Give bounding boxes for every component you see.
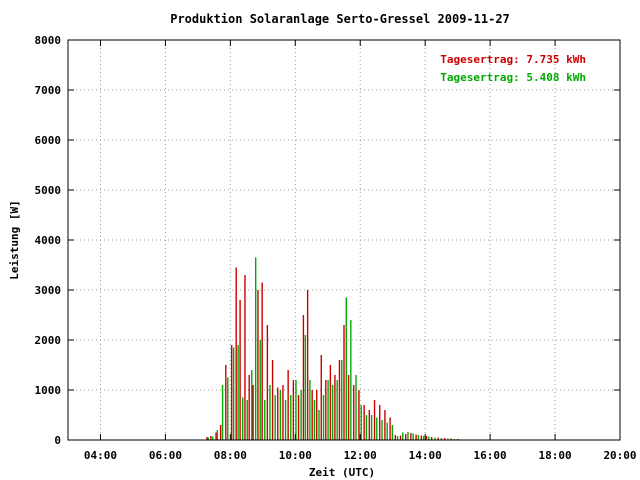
y-tick-label: 5000 xyxy=(35,184,62,197)
x-tick-label: 18:00 xyxy=(538,449,571,462)
x-tick-label: 14:00 xyxy=(409,449,442,462)
x-axis-label: Zeit (UTC) xyxy=(309,466,375,479)
green-series-bars xyxy=(207,257,456,440)
y-tick-label: 7000 xyxy=(35,84,62,97)
x-tick-label: 16:00 xyxy=(474,449,507,462)
y-tick-label: 8000 xyxy=(35,34,62,47)
x-tick-label: 12:00 xyxy=(344,449,377,462)
x-tick-labels: 04:00 06:00 08:00 10:00 12:00 14:00 16:00 18:00… xyxy=(84,449,637,462)
y-tick-label: 0 xyxy=(54,434,61,447)
y-axis-label: Leistung [W] xyxy=(8,200,21,279)
legend-green-series: Tagesertrag: 5.408 kWh xyxy=(440,71,586,84)
y-tick-label: 3000 xyxy=(35,284,62,297)
chart-title: Produktion Solaranlage Serto-Gressel 200… xyxy=(170,12,510,26)
x-tick-label: 10:00 xyxy=(279,449,312,462)
red-series-bars xyxy=(206,267,459,440)
x-tick-label: 20:00 xyxy=(603,449,636,462)
y-tick-label: 4000 xyxy=(35,234,62,247)
y-tick-label: 6000 xyxy=(35,134,62,147)
y-tick-label: 2000 xyxy=(35,334,62,347)
legend-red-series: Tagesertrag: 7.735 kWh xyxy=(440,53,586,66)
y-tick-labels: 0 1000 2000 3000 4000 5000 6000 7000 8000 xyxy=(35,34,62,447)
axis-ticks xyxy=(68,39,621,441)
y-tick-label: 1000 xyxy=(35,384,62,397)
x-tick-label: 08:00 xyxy=(214,449,247,462)
x-tick-label: 04:00 xyxy=(84,449,117,462)
x-tick-label: 06:00 xyxy=(149,449,182,462)
